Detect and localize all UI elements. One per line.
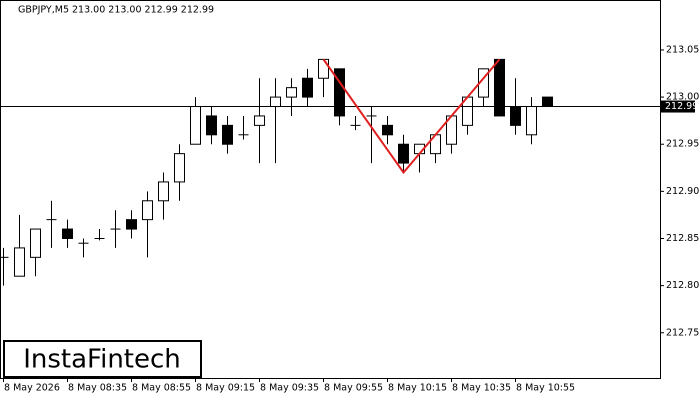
candle-body [142, 200, 153, 221]
y-tick-label: 213.00 [666, 92, 699, 103]
x-tick-label: 8 May 09:15 [196, 383, 255, 394]
logo: InstaFintech [23, 345, 181, 375]
x-tick-label: 8 May 10:35 [452, 383, 511, 394]
plot-frame [0, 0, 661, 379]
x-tick-label: 8 May 10:55 [516, 383, 575, 394]
candle-body [318, 58, 329, 79]
candle-body [494, 58, 505, 117]
candle-body [542, 96, 553, 108]
current-price-tag [661, 100, 695, 113]
x-tick-label: 8 May 08:35 [68, 383, 127, 394]
logo-box [3, 340, 202, 378]
y-tick-label: 212.90 [666, 186, 699, 197]
candle-body [254, 115, 265, 126]
y-tick-label: 212.75 [666, 327, 699, 338]
candle-body [222, 124, 233, 145]
y-tick-label: 212.80 [666, 280, 699, 291]
candle-body [526, 106, 537, 136]
candle-body [206, 115, 217, 136]
candle-body [174, 153, 185, 183]
chart-title: GBPJPY,M5 213.00 213.00 212.99 212.99 [18, 5, 214, 16]
candle-body [30, 228, 41, 258]
candle-body [510, 106, 521, 126]
x-tick-label: 8 May 09:35 [260, 383, 319, 394]
y-tick-label: 213.05 [666, 44, 699, 55]
pattern-line [322, 58, 501, 175]
y-tick-label: 212.95 [666, 139, 699, 150]
candle-body [126, 219, 137, 230]
x-tick-label: 8 May 09:55 [324, 383, 383, 394]
candle-body [14, 247, 25, 277]
candle-body [302, 77, 313, 98]
candle-body [334, 68, 345, 117]
candle-body [382, 124, 393, 136]
candle-body [270, 96, 281, 108]
candle-body [62, 228, 73, 239]
candle-body [158, 181, 169, 202]
candle-body [286, 87, 297, 98]
y-tick-label: 212.85 [666, 233, 699, 244]
x-tick-label: 8 May 10:15 [388, 383, 447, 394]
candle-body [190, 106, 201, 145]
current-price-label: 212.99 [665, 101, 698, 112]
candle-body [398, 143, 409, 164]
x-tick-label: 8 May 2026 [4, 383, 60, 394]
x-tick-label: 8 May 08:55 [132, 383, 191, 394]
